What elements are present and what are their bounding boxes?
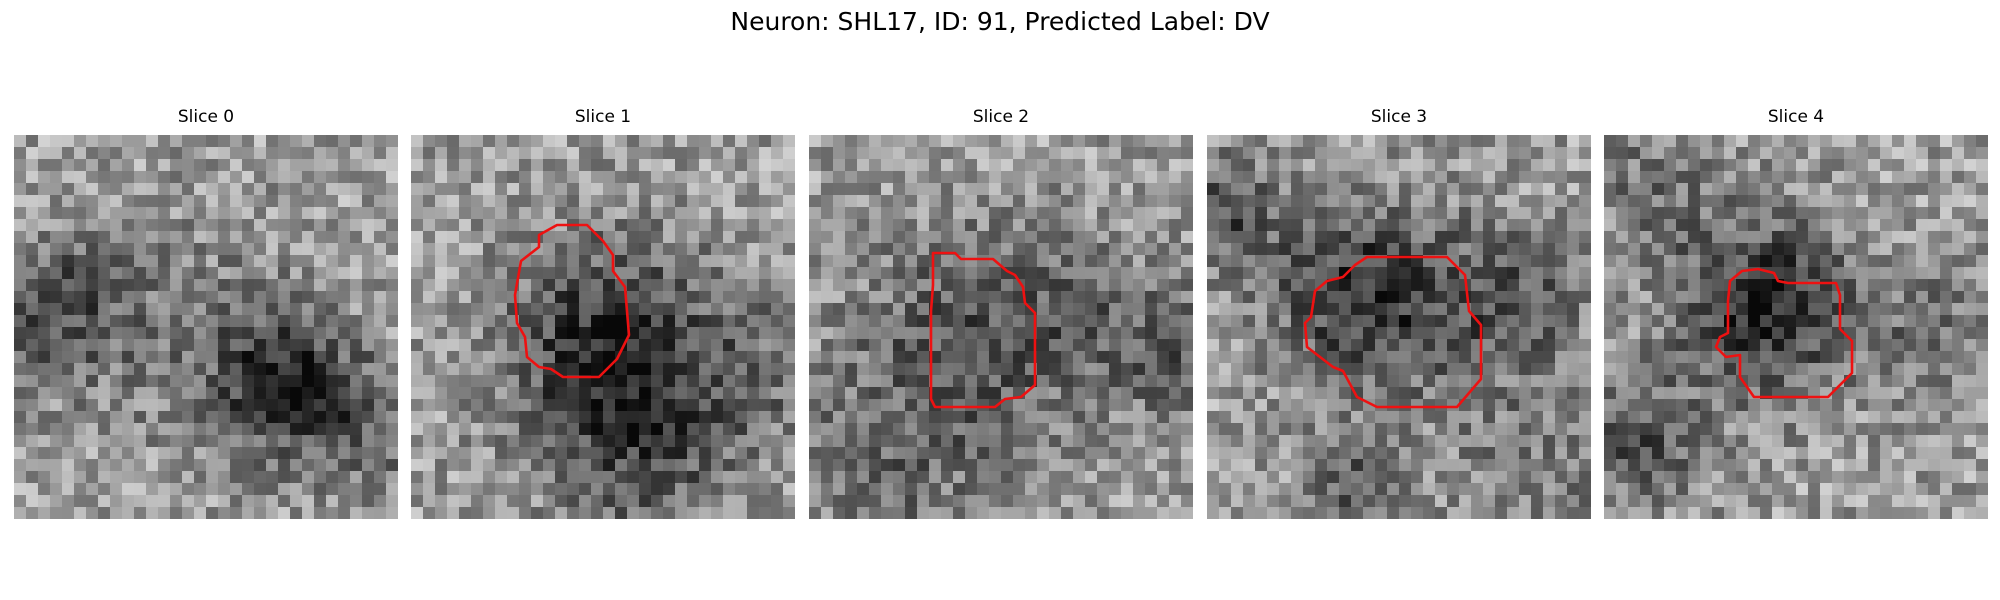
slice-image-0 (14, 135, 398, 519)
pixel-grid (411, 135, 795, 519)
slice-title-0: Slice 0 (177, 107, 235, 127)
neuron-contour (513, 223, 631, 379)
slice-panel-3: Slice 3 (1207, 106, 1591, 519)
pixel-grid (1207, 135, 1591, 519)
slice-image-2 (809, 135, 1193, 519)
slice-title-2: Slice 2 (972, 107, 1030, 127)
neuron-contour (929, 251, 1037, 409)
slice-panel-4: Slice 4 (1604, 106, 1988, 519)
slice-panel-2: Slice 2 (809, 106, 1193, 519)
neuron-contour (1303, 255, 1483, 409)
slice-title-4: Slice 4 (1767, 107, 1825, 127)
pixel-grid (14, 135, 398, 519)
slice-panel-0: Slice 0 (14, 106, 398, 519)
slice-image-3 (1207, 135, 1591, 519)
neuron-contour (1714, 267, 1854, 399)
slice-panel-1: Slice 1 (411, 106, 795, 519)
slice-image-1 (411, 135, 795, 519)
slice-title-1: Slice 1 (574, 107, 632, 127)
pixel-grid (809, 135, 1193, 519)
pixel-grid (1604, 135, 1988, 519)
figure-title: Neuron: SHL17, ID: 91, Predicted Label: … (730, 7, 1270, 36)
slice-title-3: Slice 3 (1370, 107, 1428, 127)
slice-image-4 (1604, 135, 1988, 519)
